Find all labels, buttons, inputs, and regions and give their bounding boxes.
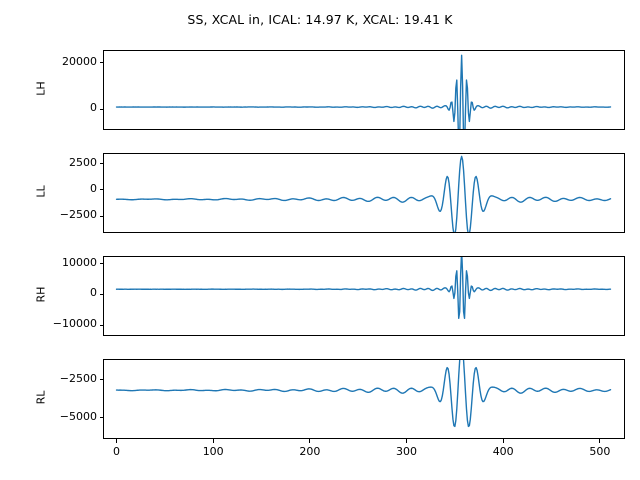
y-tick-label: 10000 [62,255,97,269]
figure-title: SS, XCAL in, ICAL: 14.97 K, XCAL: 19.41 … [187,12,453,27]
y-tick-label: 0 [90,286,97,300]
y-tick-mark [99,62,103,64]
y-tick-label: 0 [90,181,97,195]
x-tick-mark [116,439,118,443]
y-tick-label: −2500 [59,371,97,385]
x-tick-mark [599,439,601,443]
x-tick-mark [406,439,408,443]
x-tick-label: 400 [492,445,514,458]
y-tick-mark [99,215,103,217]
subplot-rl [103,359,625,439]
x-tick-label: 300 [396,445,418,458]
subplot-lh [103,50,625,130]
data-line-ll [103,153,625,233]
data-line-rl [103,359,625,439]
y-tick-mark [99,263,103,265]
y-tick-label: −5000 [59,409,97,423]
axes-frame-rl [103,359,625,439]
y-tick-label: −10000 [52,317,97,331]
y-tick-mark [99,163,103,165]
y-tick-label: 0 [90,101,97,115]
x-tick-mark [212,439,214,443]
axes-frame-ll [103,153,625,233]
y-tick-label: −2500 [59,208,97,222]
y-tick-mark [99,379,103,381]
y-tick-mark [99,189,103,191]
data-line-rh [103,256,625,336]
y-tick-mark [99,293,103,296]
y-tick-label: 20000 [62,54,97,68]
axes-frame-lh [103,50,625,130]
x-tick-mark [309,439,311,443]
x-tick-label: 500 [589,445,611,458]
x-tick-mark [502,439,504,443]
x-tick-label: 100 [202,445,224,458]
y-tick-label: 2500 [69,155,97,169]
subplot-rh [103,256,625,336]
y-tick-mark [99,417,103,419]
data-line-lh [103,50,625,130]
x-tick-label: 200 [299,445,321,458]
subplot-ll [103,153,625,233]
x-tick-label: 0 [113,445,121,458]
y-tick-mark [99,108,103,110]
y-tick-mark [99,324,103,326]
axes-frame-rh [103,256,625,336]
